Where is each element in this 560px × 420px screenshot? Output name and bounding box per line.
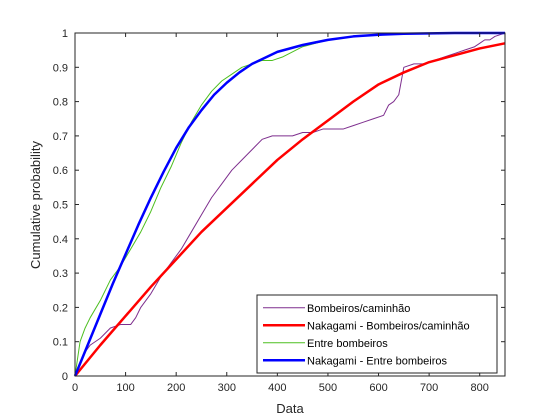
y-tick-label: 0.6 <box>53 165 68 177</box>
x-axis-label: Data <box>276 401 304 416</box>
legend: Bombeiros/caminhão Nakagami - Bombeiros/c… <box>256 294 498 374</box>
x-tick-label: 100 <box>116 382 134 394</box>
y-tick-label: 0.8 <box>53 97 68 109</box>
series-layer <box>73 31 506 377</box>
x-tick-label: 500 <box>319 382 337 394</box>
ticks-layer: 0 100 200 300 400 500 600 700 800 0 0.1 0.2 0.3 0.4 0.… <box>53 28 505 394</box>
y-tick-label: 0.9 <box>53 62 68 74</box>
legend-label-2: Nakagami - Bombeiros/caminhão <box>307 320 470 332</box>
y-tick-label: 0.1 <box>53 337 68 349</box>
x-tick-label: 600 <box>369 382 387 394</box>
legend-label-3: Entre bombeiros <box>307 338 388 350</box>
legend-label-1: Bombeiros/caminhão <box>307 303 410 315</box>
y-tick-label: 0 <box>62 371 68 383</box>
y-axis-label: Cumulative probability <box>28 141 43 269</box>
x-tick-label: 700 <box>420 382 438 394</box>
x-tick-label: 400 <box>268 382 286 394</box>
y-tick-label: 0.5 <box>53 200 68 212</box>
y-tick-label: 0.7 <box>53 131 68 143</box>
x-tick-label: 800 <box>471 382 489 394</box>
y-tick-label: 0.2 <box>53 302 68 314</box>
y-tick-label: 0.4 <box>53 234 68 246</box>
y-tick-label: 0.3 <box>53 268 68 280</box>
series-line-2 <box>74 42 506 377</box>
x-tick-label: 300 <box>218 382 236 394</box>
x-tick-label: 200 <box>167 382 185 394</box>
series-line-4 <box>73 31 505 377</box>
legend-label-4: Nakagami - Entre bombeiros <box>307 355 448 367</box>
x-tick-label: 0 <box>72 382 78 394</box>
y-tick-label: 1 <box>62 28 68 40</box>
